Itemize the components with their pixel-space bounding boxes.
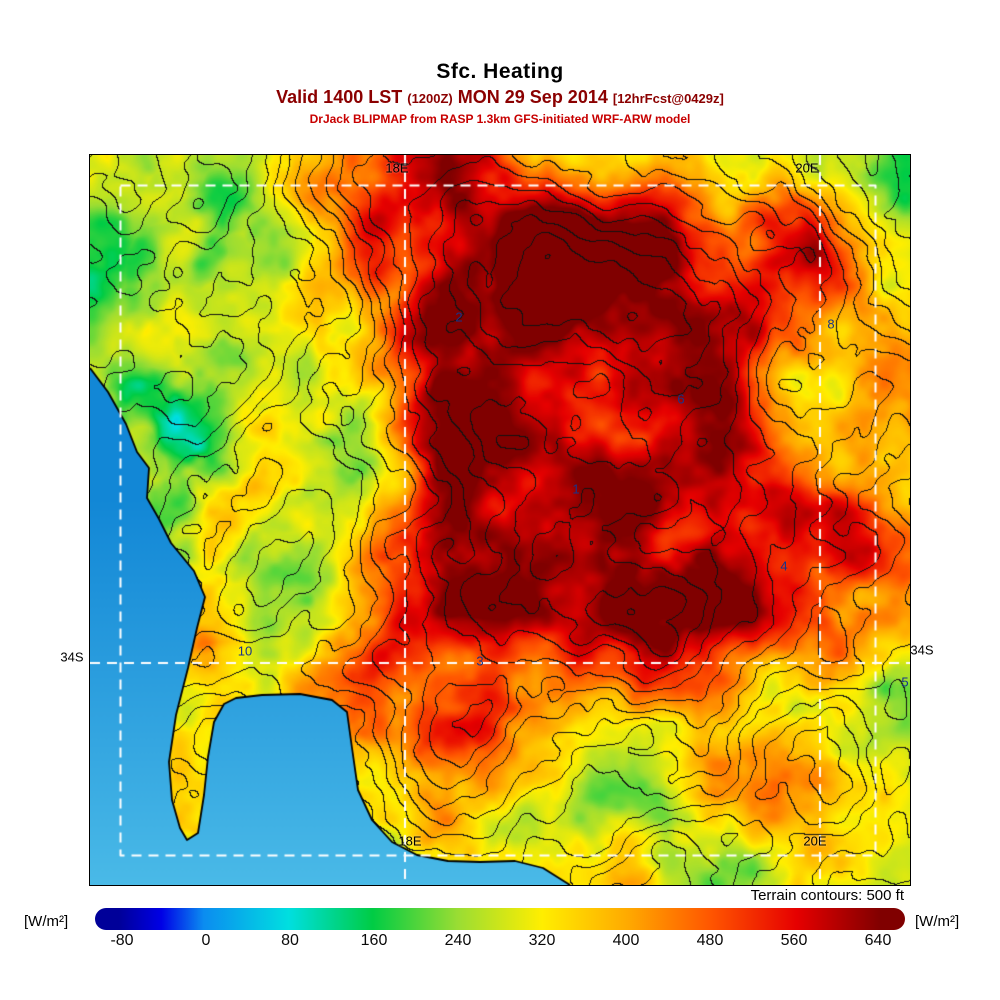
colorbar-tick: 160 (360, 932, 388, 949)
colorbar-tick: 400 (612, 932, 640, 949)
valid-time: Valid 1400 LST (276, 87, 403, 107)
colorbar-tick: 320 (528, 932, 556, 949)
colorbar-tick: 240 (444, 932, 472, 949)
geo-grid-label: 34S (60, 649, 84, 665)
region-marker: 1 (572, 481, 580, 497)
geo-grid-label: 20E (795, 160, 819, 176)
geo-grid-label: 20E (803, 833, 827, 849)
surface-heating-heatmap-canvas (90, 155, 910, 885)
forecast-run-tag: [12hrFcst@0429z] (612, 91, 724, 106)
geo-grid-label: 18E (385, 160, 409, 176)
region-marker: 10 (237, 643, 253, 659)
valid-zulu-time: (1200Z) (407, 91, 453, 106)
colorbar-tick: 80 (281, 932, 299, 949)
valid-date: MON 29 Sep 2014 (457, 87, 608, 107)
page-title: Sfc. Heating (436, 60, 564, 83)
colorbar-unit-right: [W/m²] (915, 913, 960, 930)
colorbar-tick: -80 (110, 932, 134, 949)
colorbar-tick: 560 (780, 932, 808, 949)
region-marker: 8 (827, 316, 835, 332)
colorbar-gradient (95, 908, 905, 930)
terrain-contour-note: Terrain contours: 500 ft (750, 887, 904, 904)
region-marker: 3 (476, 653, 484, 669)
region-marker: 4 (780, 558, 788, 574)
colorbar-tick: 640 (864, 932, 892, 949)
region-marker: 6 (677, 391, 685, 407)
colorbar-unit-left: [W/m²] (24, 913, 69, 930)
geo-grid-label: 34S (910, 642, 934, 658)
region-marker: 2 (455, 309, 463, 325)
header: Sfc. Heating Valid 1400 LST (1200Z) MON … (0, 60, 1000, 126)
valid-time-line: Valid 1400 LST (1200Z) MON 29 Sep 2014 [… (0, 87, 1000, 108)
region-marker: 5 (901, 674, 909, 690)
model-attribution: DrJack BLIPMAP from RASP 1.3km GFS-initi… (309, 112, 691, 126)
colorbar-tick: 480 (696, 932, 724, 949)
geo-grid-label: 18E (398, 833, 422, 849)
colorbar-tick: 0 (201, 932, 211, 949)
